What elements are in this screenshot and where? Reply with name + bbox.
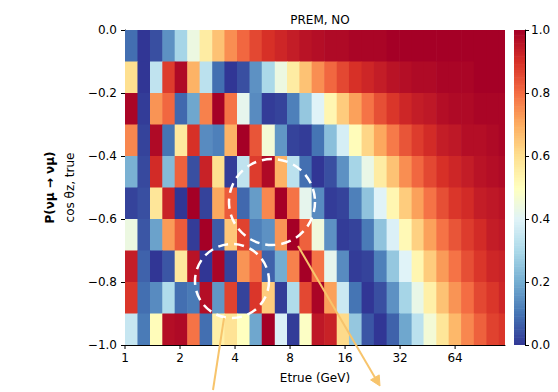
svg-text:−0.2: −0.2 bbox=[88, 86, 117, 100]
svg-text:8: 8 bbox=[286, 351, 294, 365]
svg-text:−1.0: −1.0 bbox=[88, 338, 117, 352]
svg-text:−0.6: −0.6 bbox=[88, 212, 117, 226]
svg-text:−0.8: −0.8 bbox=[88, 275, 117, 289]
svg-text:P(νμ → νμ): P(νμ → νμ) bbox=[43, 151, 57, 223]
svg-text:PREM, NO: PREM, NO bbox=[290, 13, 350, 27]
svg-text:16: 16 bbox=[337, 351, 352, 365]
svg-text:0.2: 0.2 bbox=[531, 275, 550, 289]
svg-text:1.0: 1.0 bbox=[531, 23, 550, 37]
svg-text:cos θz, true: cos θz, true bbox=[63, 153, 77, 223]
svg-text:0.4: 0.4 bbox=[531, 212, 550, 226]
svg-text:32: 32 bbox=[392, 351, 407, 365]
svg-text:1: 1 bbox=[121, 351, 129, 365]
svg-text:0.8: 0.8 bbox=[531, 86, 550, 100]
svg-text:−0.4: −0.4 bbox=[88, 149, 117, 163]
svg-text:0.0: 0.0 bbox=[98, 23, 117, 37]
svg-text:0.6: 0.6 bbox=[531, 149, 550, 163]
svg-text:0.0: 0.0 bbox=[531, 338, 550, 352]
svg-text:64: 64 bbox=[447, 351, 462, 365]
svg-text:4: 4 bbox=[231, 351, 239, 365]
svg-text:2: 2 bbox=[176, 351, 184, 365]
svg-text:Etrue (GeV): Etrue (GeV) bbox=[280, 371, 350, 385]
